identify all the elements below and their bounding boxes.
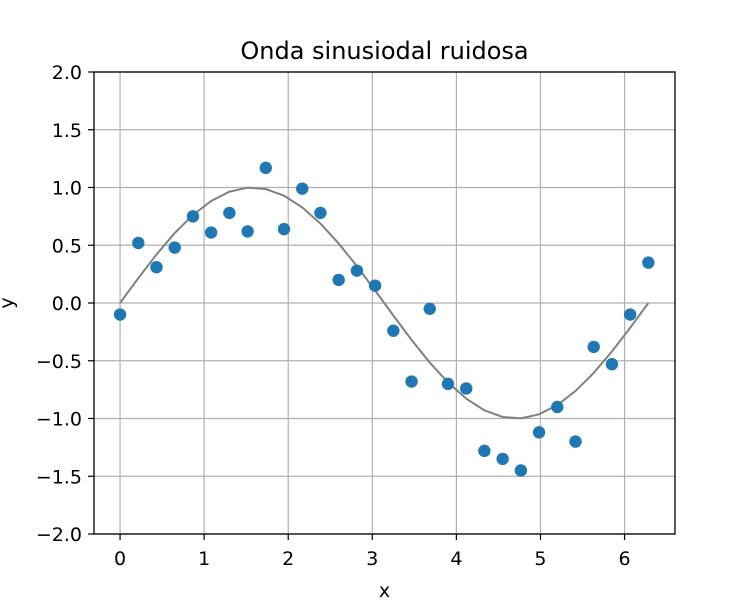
x-tick-label: 6 <box>619 548 631 570</box>
tick-layer: 0 1 2 3 4 5 6 −2.0 −1.5 −1.0 −0.5 0.0 0.5 1.0 1.5 2.0 <box>36 62 631 570</box>
series-layer <box>113 161 655 477</box>
scatter-point <box>423 302 436 315</box>
scatter-point <box>532 426 546 439</box>
scatter-point <box>223 206 236 220</box>
scatter-point <box>314 206 327 220</box>
scatter-point <box>168 241 181 254</box>
scatter-point <box>569 435 582 448</box>
y-tick-label: −1.5 <box>36 466 82 488</box>
scatter-point <box>113 308 127 321</box>
chart-title: Onda sinusiodal ruidosa <box>240 37 528 65</box>
scatter-point <box>387 324 400 337</box>
x-tick-label: 4 <box>450 548 462 570</box>
y-tick-label: 0.5 <box>52 235 82 257</box>
scatter-point <box>350 264 364 277</box>
scatter-point <box>259 161 272 175</box>
scatter-point <box>405 375 418 388</box>
scatter-point <box>332 273 345 287</box>
x-tick-label: 2 <box>282 548 294 570</box>
grid-layer <box>94 71 675 535</box>
y-axis-label: y <box>0 297 18 308</box>
scatter-point <box>478 444 491 458</box>
scatter-point <box>460 382 473 395</box>
scatter-point <box>605 358 619 371</box>
y-tick-label: −1.0 <box>36 409 82 431</box>
y-tick-label: −0.5 <box>36 351 82 373</box>
scatter-point <box>587 340 600 354</box>
scatter-point <box>623 308 637 321</box>
x-tick-label: 1 <box>198 548 210 570</box>
y-tick-label: 1.0 <box>52 178 82 200</box>
y-tick-label: 2.0 <box>52 62 82 84</box>
y-tick-label: 0.0 <box>52 293 82 315</box>
scatter-point <box>368 279 382 292</box>
y-tick-label: −2.0 <box>36 524 82 546</box>
x-tick-label: 5 <box>534 548 546 570</box>
scatter-point <box>296 182 309 195</box>
x-axis-label: x <box>379 580 390 600</box>
scatter-point <box>241 225 254 238</box>
scatter-point <box>204 226 218 239</box>
scatter-point <box>441 377 455 391</box>
scatter-point <box>551 400 564 414</box>
x-tick-label: 3 <box>366 548 378 570</box>
scatter-point <box>496 452 509 466</box>
scatter-point <box>514 464 528 477</box>
scatter-point <box>642 256 655 269</box>
scatter-point <box>150 260 163 274</box>
y-tick-label: 1.5 <box>52 120 82 142</box>
scatter-point <box>132 236 145 250</box>
scatter-point <box>186 210 200 223</box>
x-tick-label: 0 <box>114 548 126 570</box>
scatter-point <box>277 222 291 236</box>
